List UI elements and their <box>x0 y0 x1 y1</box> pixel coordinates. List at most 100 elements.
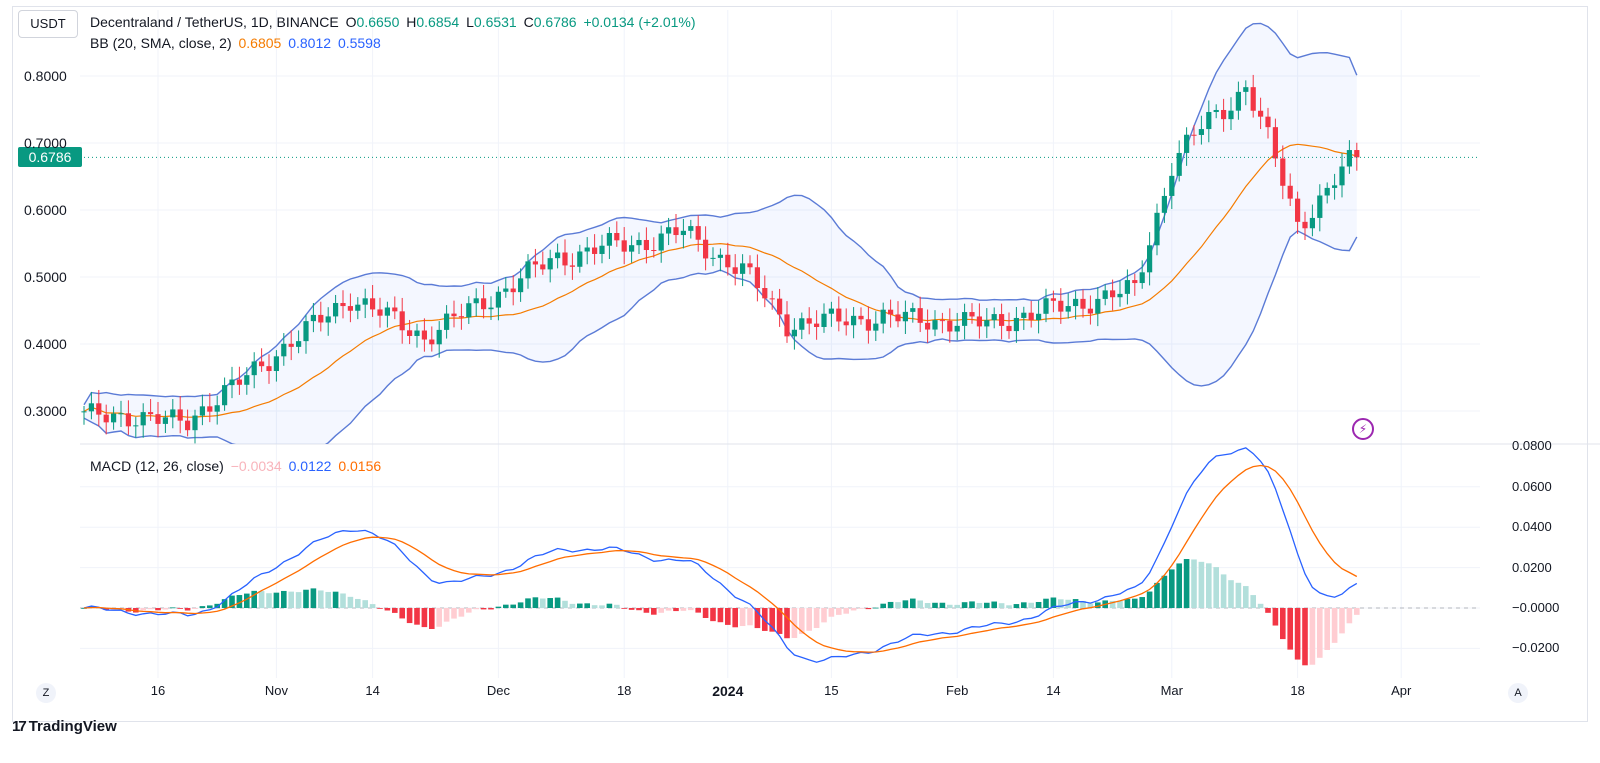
candle-body <box>259 361 265 367</box>
candle <box>569 253 575 280</box>
candle <box>473 288 479 317</box>
macd-histogram-bar <box>295 592 302 608</box>
candle <box>155 401 161 438</box>
macd-histogram-bar <box>162 608 169 610</box>
currency-button[interactable]: USDT <box>18 10 78 38</box>
candle <box>244 367 250 395</box>
candle-body <box>873 323 879 331</box>
candle <box>695 215 701 252</box>
candle <box>1110 279 1116 311</box>
candle-body <box>451 313 457 317</box>
candle-body <box>103 414 109 423</box>
candle <box>125 400 131 435</box>
macd-histogram-bar <box>281 590 287 608</box>
candle <box>399 297 405 344</box>
macd-histogram-bar <box>406 608 413 624</box>
auto-scale-button[interactable]: A <box>1508 683 1528 703</box>
macd-histogram-bar <box>732 608 738 628</box>
candle-body <box>1095 298 1101 314</box>
macd-histogram-bar <box>1287 608 1293 650</box>
lightning-icon[interactable]: ⚡ <box>1352 418 1374 440</box>
candle-body <box>1346 150 1352 167</box>
macd-histogram-bar <box>525 598 531 608</box>
macd-histogram-bar <box>991 601 997 608</box>
candle <box>962 303 968 340</box>
candle <box>177 396 183 434</box>
candle-body <box>710 257 716 259</box>
candle-body <box>214 405 220 412</box>
candle-body <box>806 318 812 324</box>
macd-histogram-bar <box>103 608 109 611</box>
macd-histogram-bar <box>591 605 598 608</box>
candle-body <box>629 245 635 252</box>
candle-body <box>1139 272 1145 284</box>
time-tick-label: Mar <box>1160 683 1183 698</box>
macd-histogram-bar <box>710 608 716 622</box>
candle <box>969 303 975 324</box>
candle-body <box>436 329 442 345</box>
candle <box>1176 140 1182 182</box>
candle <box>199 394 205 426</box>
candle-body <box>592 247 598 254</box>
candle-body <box>754 267 760 289</box>
candle-body <box>643 239 649 251</box>
candle <box>229 366 235 399</box>
candle-body <box>1176 152 1182 176</box>
macd-histogram-bar <box>466 608 472 613</box>
candle-body <box>466 303 472 318</box>
candle <box>1080 289 1086 318</box>
candle-body <box>688 226 694 231</box>
candle <box>999 303 1005 340</box>
macd-histogram-bar <box>821 608 827 623</box>
macd-histogram-bar <box>939 602 946 608</box>
macd-histogram-bar <box>1309 608 1316 665</box>
candle <box>747 255 753 275</box>
candle <box>629 235 635 263</box>
candle-body <box>421 330 427 340</box>
candle-body <box>1280 158 1286 186</box>
candle-body <box>399 311 405 331</box>
candle <box>377 297 383 328</box>
candle-body <box>414 330 420 336</box>
macd-histogram-bar <box>984 602 990 608</box>
macd-histogram-bar <box>673 608 679 612</box>
candle-body <box>244 375 250 385</box>
candle-body <box>814 323 820 327</box>
zoom-corner-button[interactable]: Z <box>36 683 56 703</box>
candle-body <box>577 251 583 267</box>
candle <box>710 247 716 267</box>
candle <box>1265 107 1271 139</box>
candle <box>518 268 524 302</box>
candle <box>799 312 805 340</box>
macd-histogram-bar <box>1213 567 1219 608</box>
candle <box>1346 140 1352 174</box>
candle-body <box>288 343 294 347</box>
macd-histogram-bar <box>480 608 487 610</box>
candle <box>599 234 605 264</box>
candle <box>1139 260 1145 289</box>
macd-histogram-bar <box>473 608 479 610</box>
macd-histogram-bar <box>266 593 272 608</box>
macd-histogram-bar <box>584 603 590 608</box>
macd-hist-value: −0.0034 <box>230 458 282 474</box>
candle <box>1206 100 1212 143</box>
candle <box>1006 312 1012 339</box>
price-legend: Decentraland / TetherUS, 1D, BINANCE O0.… <box>90 14 699 30</box>
candle <box>1013 306 1019 343</box>
candle-body <box>984 320 990 327</box>
candle <box>429 326 435 352</box>
candle-body <box>333 303 339 317</box>
candle <box>510 275 516 306</box>
candle-body <box>1309 217 1315 229</box>
candle-body <box>429 339 435 345</box>
candle <box>192 409 198 444</box>
macd-histogram-bar <box>725 608 731 625</box>
candle-body <box>1243 87 1249 92</box>
macd-histogram-bar <box>747 608 753 626</box>
candle-body <box>999 314 1005 326</box>
macd-histogram-bar <box>924 603 931 608</box>
candle <box>273 350 279 382</box>
macd-histogram-bar <box>776 608 783 634</box>
candle-body <box>347 306 353 311</box>
